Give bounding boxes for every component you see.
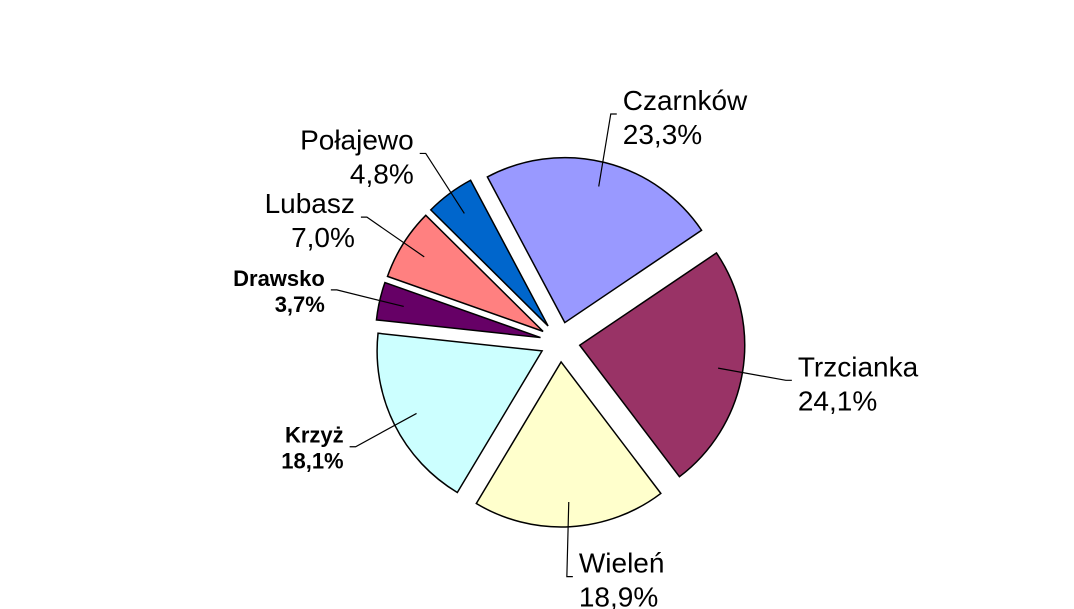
pie-slice (475, 360, 662, 528)
pie-slice (486, 156, 703, 324)
leader-line (419, 152, 465, 214)
leader-line (598, 113, 617, 187)
slice-value-label: 18,1% (281, 449, 343, 474)
leader-line (566, 501, 573, 578)
pie-slice (386, 214, 544, 333)
slice-value-label: 23,3% (623, 119, 702, 150)
leader-line (330, 289, 404, 308)
leader-line (360, 216, 425, 258)
leader-line (717, 367, 792, 381)
slice-label: Trzcianka (798, 351, 919, 382)
slice-value-label: 3,7% (275, 292, 325, 317)
slice-label: Wieleń (579, 548, 665, 579)
leader-line (349, 412, 417, 448)
slice-label: Połajewo (300, 124, 414, 155)
slice-value-label: 18,9% (579, 582, 658, 609)
slice-value-label: 24,1% (798, 385, 877, 416)
slice-label: Krzyż (285, 423, 344, 448)
pie-slice (376, 332, 544, 494)
slice-label: Lubasz (265, 188, 355, 219)
slice-value-label: 4,8% (350, 158, 414, 189)
slice-label: Czarnków (623, 85, 748, 116)
slice-label: Drawsko (233, 266, 325, 291)
pie-slice (429, 179, 549, 327)
slice-value-label: 7,0% (291, 222, 355, 253)
